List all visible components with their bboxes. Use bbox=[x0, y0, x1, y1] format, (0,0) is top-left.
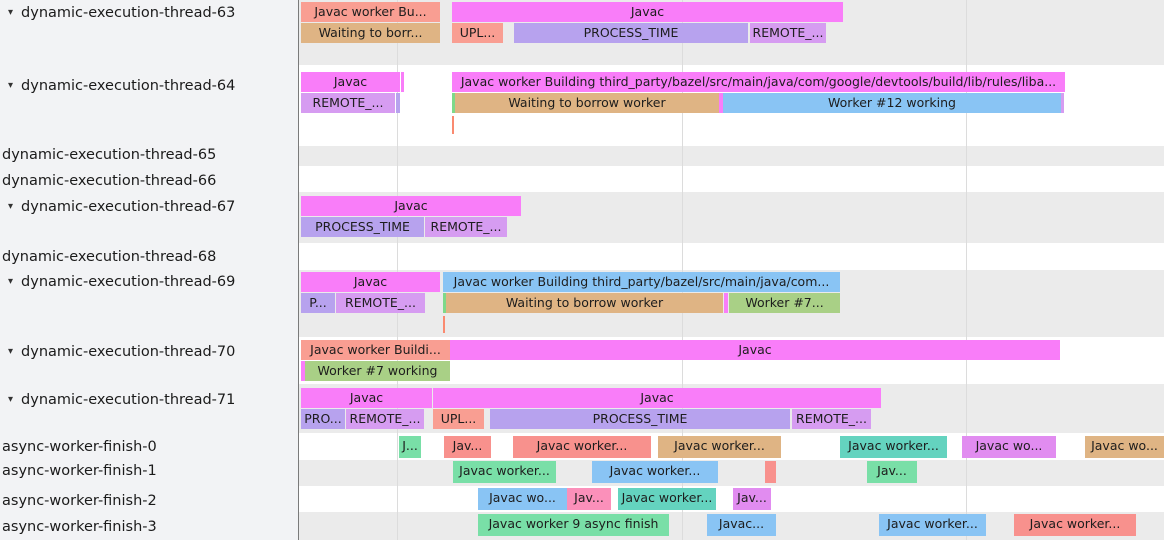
collapse-triangle-icon[interactable]: ▾ bbox=[8, 201, 14, 212]
instant-event-tick[interactable] bbox=[452, 116, 454, 134]
collapse-triangle-icon[interactable]: ▾ bbox=[8, 7, 14, 18]
trace-event-bar[interactable] bbox=[452, 93, 455, 113]
trace-event-bar[interactable]: Javac worker... bbox=[658, 436, 781, 458]
trace-event-bar[interactable]: Worker #7 working bbox=[305, 361, 450, 381]
trace-event-bar[interactable] bbox=[719, 93, 723, 113]
sidebar-track-async-worker-finish-3[interactable]: async-worker-finish-3 bbox=[2, 518, 157, 536]
trace-event-bar[interactable]: Javac worker Bu... bbox=[301, 2, 440, 22]
time-gridline bbox=[397, 0, 398, 540]
trace-event-bar[interactable]: Javac wo... bbox=[478, 488, 567, 510]
trace-event-bar[interactable]: Javac worker... bbox=[592, 461, 718, 483]
track-name-label: dynamic-execution-thread-66 bbox=[2, 173, 217, 189]
sidebar-track-dynamic-execution-thread-63[interactable]: ▾ dynamic-execution-thread-63 bbox=[8, 4, 235, 22]
track-label-sidebar: ▾ dynamic-execution-thread-63 ▾ dynamic-exe… bbox=[0, 0, 299, 540]
sidebar-track-dynamic-execution-thread-66[interactable]: dynamic-execution-thread-66 bbox=[2, 172, 216, 190]
trace-event-bar[interactable]: P... bbox=[301, 293, 335, 313]
trace-event-bar[interactable]: Jav... bbox=[867, 461, 917, 483]
trace-event-bar[interactable]: REMOTE_... bbox=[336, 293, 425, 313]
track-name-label: async-worker-finish-2 bbox=[2, 493, 157, 509]
track-name-label: async-worker-finish-3 bbox=[2, 519, 157, 535]
trace-event-bar[interactable]: Javac worker... bbox=[513, 436, 651, 458]
collapse-triangle-icon[interactable]: ▾ bbox=[8, 276, 14, 287]
trace-event-bar[interactable]: Javac bbox=[433, 388, 881, 408]
track-name-label: async-worker-finish-1 bbox=[2, 463, 157, 479]
track-name-label: dynamic-execution-thread-67 bbox=[21, 199, 236, 215]
trace-event-bar[interactable]: Javac worker... bbox=[453, 461, 556, 483]
trace-event-bar[interactable]: Javac wo... bbox=[962, 436, 1056, 458]
trace-event-bar[interactable] bbox=[765, 461, 776, 483]
trace-event-bar[interactable]: Javac... bbox=[707, 514, 776, 536]
track-name-label: dynamic-execution-thread-71 bbox=[21, 392, 236, 408]
track-background-band bbox=[299, 146, 1164, 166]
track-name-label: dynamic-execution-thread-63 bbox=[21, 5, 236, 21]
track-name-label: dynamic-execution-thread-70 bbox=[21, 344, 236, 360]
sidebar-track-dynamic-execution-thread-70[interactable]: ▾ dynamic-execution-thread-70 bbox=[8, 343, 235, 361]
trace-event-bar[interactable]: Jav... bbox=[567, 488, 611, 510]
sidebar-track-async-worker-finish-2[interactable]: async-worker-finish-2 bbox=[2, 492, 157, 510]
trace-event-bar[interactable]: J... bbox=[399, 436, 421, 458]
time-gridline bbox=[966, 0, 967, 540]
trace-event-bar[interactable]: Javac bbox=[301, 388, 432, 408]
track-name-label: dynamic-execution-thread-64 bbox=[21, 78, 236, 94]
collapse-triangle-icon[interactable]: ▾ bbox=[8, 394, 14, 405]
collapse-triangle-icon[interactable]: ▾ bbox=[8, 80, 14, 91]
trace-event-bar[interactable]: Javac bbox=[301, 196, 521, 216]
track-name-label: async-worker-finish-0 bbox=[2, 439, 157, 455]
trace-event-bar[interactable]: REMOTE_... bbox=[750, 23, 826, 43]
sidebar-track-dynamic-execution-thread-69[interactable]: ▾ dynamic-execution-thread-69 bbox=[8, 273, 235, 291]
trace-event-bar[interactable] bbox=[443, 293, 446, 313]
trace-event-bar[interactable]: Javac wo... bbox=[1085, 436, 1164, 458]
trace-event-bar[interactable]: Waiting to borrow worker bbox=[446, 293, 723, 313]
trace-event-bar[interactable]: Javac bbox=[301, 272, 440, 292]
track-name-label: dynamic-execution-thread-69 bbox=[21, 274, 236, 290]
trace-event-bar[interactable]: Javac worker... bbox=[1014, 514, 1136, 536]
track-name-label: dynamic-execution-thread-65 bbox=[2, 147, 217, 163]
collapse-triangle-icon[interactable]: ▾ bbox=[8, 346, 14, 357]
trace-event-bar[interactable]: REMOTE_... bbox=[346, 409, 424, 429]
trace-event-bar[interactable]: REMOTE_... bbox=[792, 409, 871, 429]
trace-event-bar[interactable]: Waiting to borr... bbox=[301, 23, 440, 43]
sidebar-track-dynamic-execution-thread-65[interactable]: dynamic-execution-thread-65 bbox=[2, 146, 216, 164]
trace-event-bar[interactable]: Jav... bbox=[444, 436, 491, 458]
trace-event-bar[interactable]: Javac worker... bbox=[879, 514, 986, 536]
trace-event-bar[interactable] bbox=[396, 93, 400, 113]
trace-event-bar[interactable]: Javac worker Building third_party/bazel/… bbox=[452, 72, 1065, 92]
trace-event-bar[interactable] bbox=[301, 361, 305, 381]
trace-event-bar[interactable]: Javac worker... bbox=[840, 436, 947, 458]
track-name-label: dynamic-execution-thread-68 bbox=[2, 249, 217, 265]
sidebar-track-async-worker-finish-1[interactable]: async-worker-finish-1 bbox=[2, 462, 157, 480]
instant-event-tick[interactable] bbox=[443, 316, 445, 333]
sidebar-track-dynamic-execution-thread-67[interactable]: ▾ dynamic-execution-thread-67 bbox=[8, 198, 235, 216]
sidebar-track-dynamic-execution-thread-71[interactable]: ▾ dynamic-execution-thread-71 bbox=[8, 391, 235, 409]
trace-event-bar[interactable] bbox=[401, 72, 404, 92]
sidebar-track-async-worker-finish-0[interactable]: async-worker-finish-0 bbox=[2, 438, 157, 456]
trace-event-bar[interactable]: UPL... bbox=[433, 409, 484, 429]
trace-event-bar[interactable]: Javac worker Buildi... bbox=[301, 340, 450, 360]
trace-event-bar[interactable]: Javac worker... bbox=[618, 488, 716, 510]
trace-event-bar[interactable]: Worker #7... bbox=[729, 293, 840, 313]
trace-event-bar[interactable]: PROCESS_TIME bbox=[490, 409, 790, 429]
trace-event-bar[interactable]: PROCESS_TIME bbox=[514, 23, 748, 43]
sidebar-track-dynamic-execution-thread-68[interactable]: dynamic-execution-thread-68 bbox=[2, 248, 216, 266]
trace-event-bar[interactable] bbox=[724, 293, 728, 313]
trace-event-bar[interactable] bbox=[1061, 93, 1064, 113]
time-gridline bbox=[682, 0, 683, 540]
trace-event-bar[interactable]: PROCESS_TIME bbox=[301, 217, 424, 237]
trace-event-bar[interactable]: Javac bbox=[452, 2, 843, 22]
timeline-canvas[interactable]: Javac worker Bu... Javac Waiting to borr..… bbox=[299, 0, 1164, 540]
trace-event-bar[interactable]: Jav... bbox=[733, 488, 771, 510]
trace-event-bar[interactable]: Javac bbox=[450, 340, 1060, 360]
trace-event-bar[interactable]: UPL... bbox=[452, 23, 503, 43]
sidebar-track-dynamic-execution-thread-64[interactable]: ▾ dynamic-execution-thread-64 bbox=[8, 77, 235, 95]
trace-event-bar[interactable]: PRO... bbox=[301, 409, 345, 429]
trace-event-bar[interactable]: Javac bbox=[301, 72, 400, 92]
trace-event-bar[interactable]: REMOTE_... bbox=[425, 217, 507, 237]
trace-event-bar[interactable]: Javac worker Building third_party/bazel/… bbox=[443, 272, 840, 292]
trace-event-bar[interactable]: Javac worker 9 async finish bbox=[478, 514, 669, 536]
trace-event-bar[interactable]: Worker #12 working bbox=[723, 93, 1061, 113]
track-background-band bbox=[299, 460, 1164, 486]
trace-event-bar[interactable]: Waiting to borrow worker bbox=[455, 93, 719, 113]
trace-event-bar[interactable]: REMOTE_... bbox=[301, 93, 395, 113]
